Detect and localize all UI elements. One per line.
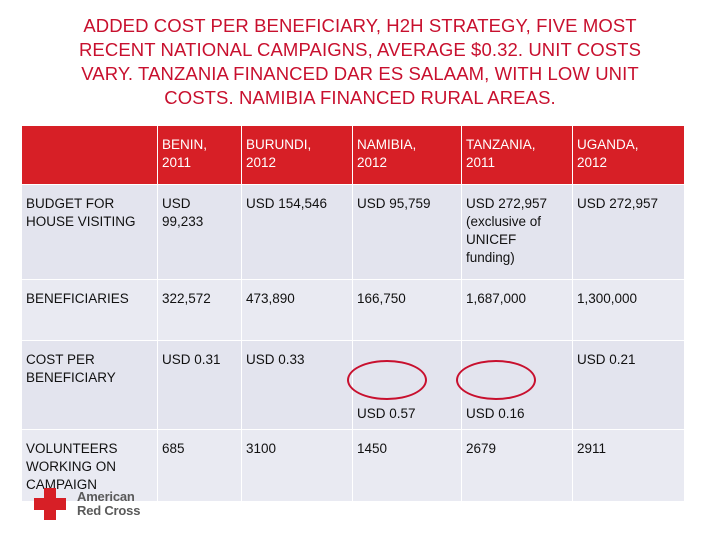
red-circle-highlight xyxy=(456,360,536,400)
table-cell: 2911 xyxy=(573,430,685,502)
table-row: COST PER BENEFICIARY USD 0.31 USD 0.33 U… xyxy=(22,341,685,430)
logo-line-2: Red Cross xyxy=(77,503,141,518)
table-cell: USD 154,546 xyxy=(242,185,353,280)
header-benin: BENIN, 2011 xyxy=(158,126,242,185)
table-cell: USD 272,957 xyxy=(573,185,685,280)
cost-value: USD 0.16 xyxy=(466,406,525,421)
table-cell: USD 0.57 xyxy=(347,341,462,430)
title-line: COSTS. NAMIBIA FINANCED RURAL AREAS. xyxy=(164,87,556,108)
table-row: VOLUNTEERS WORKING ON CAMPAIGN 685 3100 … xyxy=(22,430,685,502)
red-circle-highlight xyxy=(347,360,427,400)
table-cell: USD 0.31 xyxy=(158,341,242,430)
table-cell: 685 xyxy=(158,430,242,502)
campaign-cost-table: BENIN, 2011 BURUNDI, 2012 NAMIBIA, 2012 … xyxy=(22,126,685,502)
table-header-row: BENIN, 2011 BURUNDI, 2012 NAMIBIA, 2012 … xyxy=(22,126,685,185)
table-cell: USD 0.21 xyxy=(573,341,685,430)
cost-value: USD 0.57 xyxy=(357,406,416,421)
table-cell: 166,750 xyxy=(353,280,462,341)
row-label-budget: BUDGET FOR HOUSE VISITING xyxy=(22,185,158,280)
table-cell: USD 0.33 xyxy=(242,341,353,430)
table-cell: 1,300,000 xyxy=(573,280,685,341)
table-cell: 3100 xyxy=(242,430,353,502)
red-cross-logo: American Red Cross xyxy=(34,488,140,520)
table-row: BENEFICIARIES 322,572 473,890 166,750 1,… xyxy=(22,280,685,341)
header-tanzania: TANZANIA, 2011 xyxy=(462,126,573,185)
table-cell: USD 99,233 xyxy=(158,185,242,280)
table-cell: 473,890 xyxy=(242,280,353,341)
header-corner xyxy=(22,126,158,185)
circled-value: USD 0.16 xyxy=(456,360,536,423)
table-cell: 322,572 xyxy=(158,280,242,341)
logo-line-1: American xyxy=(77,489,135,504)
title-line: ADDED COST PER BENEFICIARY, H2H STRATEGY… xyxy=(83,15,637,36)
slide-title: ADDED COST PER BENEFICIARY, H2H STRATEGY… xyxy=(40,14,680,110)
table-cell: USD 95,759 xyxy=(353,185,462,280)
circled-value: USD 0.57 xyxy=(347,360,427,423)
table-cell: USD 0.16 xyxy=(456,341,573,430)
title-line: VARY. TANZANIA FINANCED DAR ES SALAAM, W… xyxy=(81,63,639,84)
table-cell: USD 272,957 (exclusive of UNICEF funding… xyxy=(462,185,573,280)
row-label-beneficiaries: BENEFICIARIES xyxy=(22,280,158,341)
red-cross-icon xyxy=(34,488,66,520)
row-label-cost-per-beneficiary: COST PER BENEFICIARY xyxy=(22,341,158,430)
table-cell: 1,687,000 xyxy=(462,280,573,341)
logo-wordmark: American Red Cross xyxy=(77,490,140,518)
title-line: RECENT NATIONAL CAMPAIGNS, AVERAGE $0.32… xyxy=(78,39,642,60)
table-row: BUDGET FOR HOUSE VISITING USD 99,233 USD… xyxy=(22,185,685,280)
table-cell: 1450 xyxy=(353,430,462,502)
table-cell: 2679 xyxy=(462,430,573,502)
header-uganda: UGANDA, 2012 xyxy=(573,126,685,185)
header-namibia: NAMIBIA, 2012 xyxy=(353,126,462,185)
header-burundi: BURUNDI, 2012 xyxy=(242,126,353,185)
